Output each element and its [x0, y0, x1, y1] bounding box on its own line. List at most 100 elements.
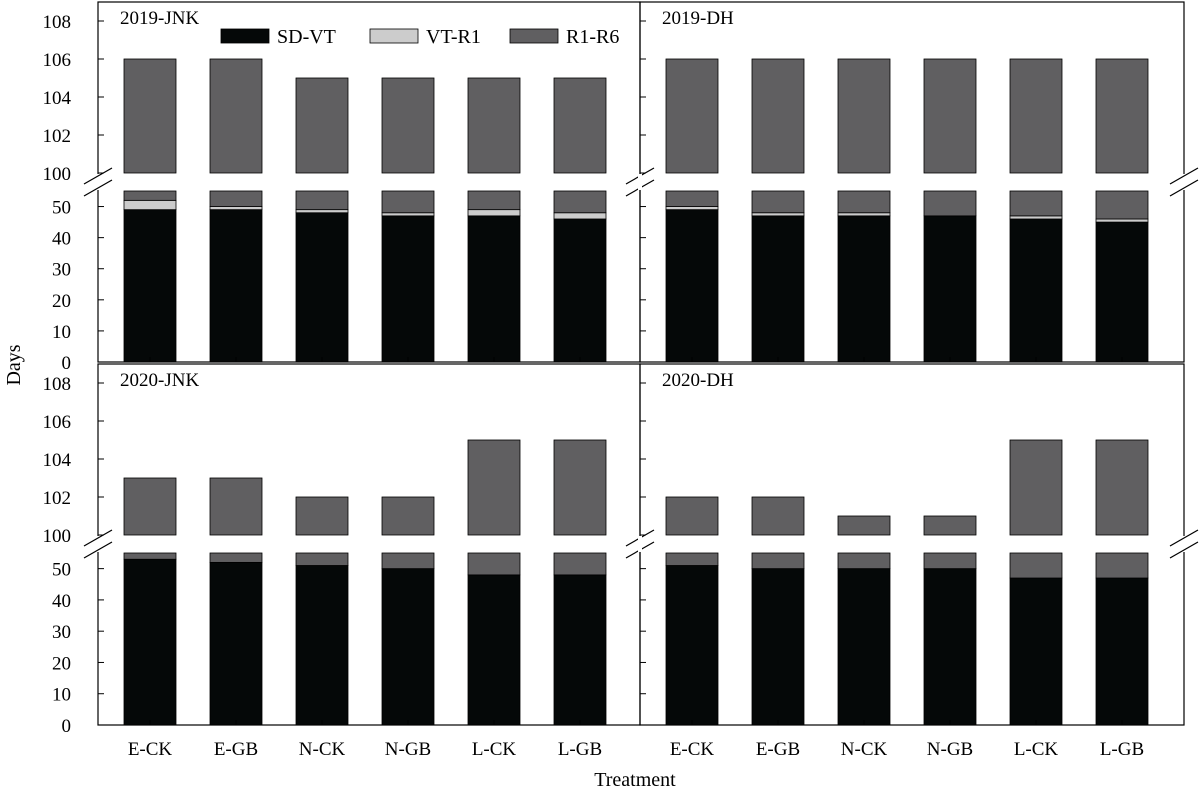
bar-vt-r1-e-gb — [751, 212, 805, 217]
legend-swatch — [369, 28, 419, 44]
bar-r1-r6-e-ck — [665, 552, 719, 566]
legend-item-r1-r6: R1-R6 — [509, 26, 619, 48]
axis-break-mark — [83, 179, 113, 197]
bar-r1-r6-n-ck — [295, 190, 349, 211]
panel-title: 2019-DH — [662, 8, 734, 29]
axis-break-gap — [96, 536, 100, 552]
bar-upper-r1-r6-l-gb — [1095, 58, 1149, 174]
bar-upper-r1-r6-e-ck — [123, 58, 177, 174]
bar-r1-r6-l-gb — [553, 552, 607, 576]
bar-r1-r6-l-gb — [553, 190, 607, 214]
axis-break-mark — [1169, 167, 1199, 185]
y-tick-label: 20 — [52, 291, 71, 312]
bar-vt-r1-l-gb — [1095, 218, 1149, 223]
bar-sd-vt-e-gb — [751, 215, 805, 363]
y-tick-label: 100 — [43, 164, 72, 185]
bar-vt-r1-e-ck — [665, 206, 719, 211]
bar-sd-vt-l-gb — [553, 218, 607, 363]
axis-break-mark — [1169, 529, 1199, 547]
bar-r1-r6-l-ck — [467, 552, 521, 576]
bar-r1-r6-e-ck — [123, 190, 177, 201]
panels-layer: 0 10 20 30 40 50 100 102 104 106 108 2019-JNK 2019-D… — [43, 1, 1199, 760]
bar-sd-vt-e-gb — [751, 568, 805, 726]
bar-sd-vt-n-gb — [381, 215, 435, 363]
bar-upper-r1-r6-l-gb — [553, 439, 607, 536]
legend-label: SD-VT — [277, 26, 336, 48]
panel-2020-jnk: 0 10 20 30 40 50 100 102 104 106 108 E-CK E-GB N-CK N-… — [43, 363, 655, 760]
panel-title: 2020-JNK — [120, 370, 199, 391]
bar-upper-r1-r6-e-gb — [209, 58, 263, 174]
y-tick-label: 30 — [52, 260, 71, 281]
bar-sd-vt-e-ck — [123, 558, 177, 726]
y-tick-label: 20 — [52, 653, 71, 674]
bar-vt-r1-e-gb — [209, 206, 263, 211]
bar-r1-r6-e-ck — [665, 190, 719, 207]
bar-sd-vt-l-ck — [1009, 218, 1063, 363]
bar-upper-r1-r6-n-gb — [923, 515, 977, 536]
y-tick-label: 50 — [52, 560, 71, 581]
y-tick-label: 102 — [43, 488, 72, 509]
bar-r1-r6-l-ck — [1009, 552, 1063, 579]
bar-vt-r1-n-ck — [837, 212, 891, 217]
y-tick-label: 104 — [43, 450, 72, 471]
bar-r1-r6-n-gb — [923, 552, 977, 570]
legend-item-vt-r1: VT-R1 — [369, 26, 481, 48]
y-tick-label: 100 — [43, 526, 72, 547]
bar-sd-vt-e-gb — [209, 209, 263, 363]
bar-r1-r6-e-gb — [209, 190, 263, 207]
y-tick-label: 50 — [52, 198, 71, 219]
bar-upper-r1-r6-e-gb — [751, 58, 805, 174]
panel-2019-jnk: 0 10 20 30 40 50 100 102 104 106 108 2019-JNK — [43, 1, 655, 374]
bar-r1-r6-n-ck — [837, 552, 891, 570]
bar-sd-vt-n-ck — [295, 212, 349, 363]
y-tick-label: 102 — [43, 126, 72, 147]
bar-upper-r1-r6-e-ck — [665, 496, 719, 536]
bar-upper-r1-r6-n-gb — [381, 77, 435, 174]
bar-r1-r6-e-ck — [123, 552, 177, 560]
bar-upper-r1-r6-n-ck — [837, 58, 891, 174]
bar-vt-r1-e-ck — [123, 199, 177, 211]
axis-break-gap — [638, 536, 642, 552]
x-tick-label-l-gb: L-GB — [558, 739, 602, 760]
bar-sd-vt-n-ck — [837, 215, 891, 363]
legend-swatch — [509, 28, 559, 44]
bar-sd-vt-e-gb — [209, 561, 263, 726]
bar-upper-r1-r6-n-gb — [381, 496, 435, 536]
y-tick-label: 10 — [52, 322, 71, 343]
x-tick-label-l-gb: L-GB — [1100, 739, 1144, 760]
bar-sd-vt-l-ck — [467, 215, 521, 363]
bar-upper-r1-r6-e-ck — [665, 58, 719, 174]
axis-break-gap — [638, 174, 642, 190]
legend-item-sd-vt: SD-VT — [220, 26, 336, 48]
panel-2019-dh: 2019-DH — [638, 1, 1199, 363]
x-tick-label-e-ck: E-CK — [128, 739, 173, 760]
bar-r1-r6-e-gb — [751, 552, 805, 570]
bar-r1-r6-n-ck — [837, 190, 891, 214]
legend-label: R1-R6 — [566, 26, 619, 48]
bar-sd-vt-n-gb — [923, 215, 977, 363]
bar-r1-r6-n-ck — [295, 552, 349, 566]
bar-sd-vt-n-gb — [923, 568, 977, 726]
y-tick-label: 10 — [52, 685, 71, 706]
bar-vt-r1-l-gb — [553, 212, 607, 220]
bar-r1-r6-n-gb — [381, 552, 435, 570]
bar-sd-vt-e-ck — [665, 209, 719, 363]
bar-vt-r1-l-ck — [467, 209, 521, 217]
x-tick-label-l-ck: L-CK — [1014, 739, 1059, 760]
bar-sd-vt-l-gb — [553, 574, 607, 726]
y-tick-label: 104 — [43, 88, 72, 109]
bar-r1-r6-l-gb — [1095, 552, 1149, 579]
bar-r1-r6-l-ck — [1009, 190, 1063, 217]
bar-upper-r1-r6-l-ck — [467, 77, 521, 174]
y-tick-label: 106 — [43, 50, 72, 71]
bar-upper-r1-r6-l-ck — [467, 439, 521, 536]
panel-title: 2019-JNK — [120, 8, 199, 29]
bar-sd-vt-n-gb — [381, 568, 435, 726]
bar-upper-r1-r6-l-ck — [1009, 439, 1063, 536]
y-tick-label: 108 — [43, 12, 72, 33]
y-tick-label: 0 — [62, 716, 72, 737]
bar-r1-r6-l-ck — [467, 190, 521, 211]
bar-sd-vt-e-ck — [123, 209, 177, 363]
y-tick-label: 40 — [52, 229, 71, 250]
